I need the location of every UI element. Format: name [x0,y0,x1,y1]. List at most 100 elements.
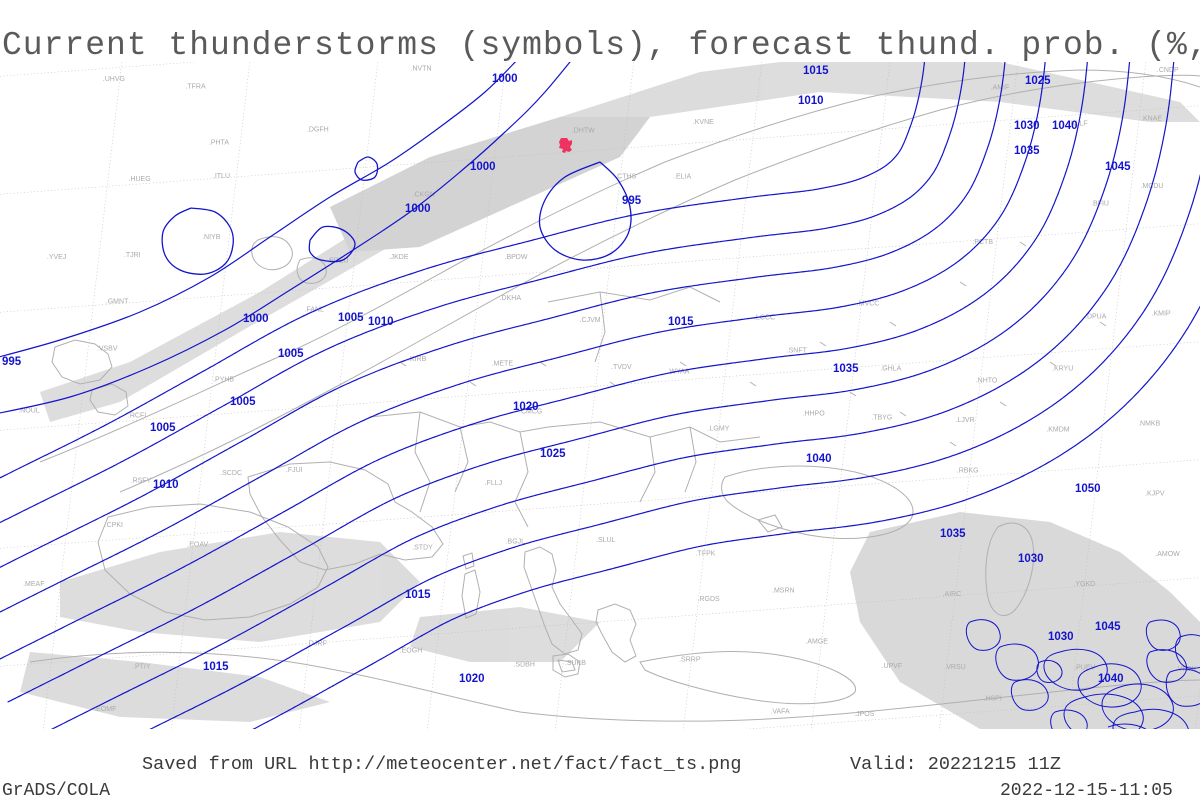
svg-text:.TVDV: .TVDV [611,364,632,371]
svg-text:.HSPI: .HSPI [984,695,1002,702]
svg-text:.SLUL: .SLUL [596,537,616,544]
svg-text:.KJPV: .KJPV [1145,490,1165,497]
svg-text:1000: 1000 [470,161,496,173]
svg-text:.GMNT: .GMNT [106,299,129,306]
svg-text:.PHTA: .PHTA [209,140,229,147]
svg-text:.KRYU: .KRYU [1052,366,1073,373]
svg-text:.PCTB: .PCTB [972,239,993,246]
svg-text:.KVNE: .KVNE [693,119,714,126]
svg-text:.METE: .METE [492,361,514,368]
svg-text:.NHTO: .NHTO [976,378,998,385]
svg-text:1045: 1045 [1105,161,1131,173]
svg-text:.AMIF: .AMIF [991,84,1010,91]
svg-text:.RSFY: .RSFY [131,478,152,485]
svg-text:1030: 1030 [1014,120,1040,132]
svg-text:.KIRB: .KIRB [408,356,427,363]
svg-text:.SRRP: .SRRP [679,657,701,664]
svg-text:1010: 1010 [153,479,179,491]
svg-text:.CJVM: .CJVM [580,317,601,324]
svg-text:.ITLU: .ITLU [213,173,230,180]
svg-text:1020: 1020 [513,401,539,413]
svg-text:.VRSU: .VRSU [944,664,965,671]
svg-text:1020: 1020 [459,673,485,685]
svg-text:.TBYG: .TBYG [871,414,892,421]
svg-text:.LGMY: .LGMY [708,426,730,433]
svg-text:.KNAE: .KNAE [1141,116,1162,123]
svg-text:.YGKD: .YGKD [1073,581,1095,588]
svg-text:995: 995 [2,356,22,368]
svg-text:.AIRC: .AIRC [943,591,962,598]
svg-text:1005: 1005 [278,348,304,360]
svg-text:1015: 1015 [668,316,694,328]
svg-text:.PYHB: .PYHB [213,377,234,384]
svg-text:1030: 1030 [1048,631,1074,643]
svg-text:.RCFI: .RCFI [128,413,146,420]
svg-text:1040: 1040 [1098,673,1124,685]
svg-text:.ELIA: .ELIA [674,173,691,180]
svg-text:.SNFT: .SNFT [787,348,808,355]
svg-text:.TJRI: .TJRI [124,252,141,259]
svg-text:1005: 1005 [338,312,364,324]
svg-text:.SUKB: .SUKB [565,660,586,667]
svg-text:.CPKI: .CPKI [105,522,123,529]
svg-text:1000: 1000 [492,73,518,85]
svg-text:1010: 1010 [368,316,394,328]
svg-text:1000: 1000 [405,203,431,215]
svg-text:.TFRA: .TFRA [185,84,206,91]
svg-text:.DHTW: .DHTW [572,127,595,134]
svg-text:1025: 1025 [540,448,566,460]
svg-text:1010: 1010 [798,95,824,107]
svg-text:1005: 1005 [230,396,256,408]
svg-text:.AMOW: .AMOW [1155,551,1180,558]
svg-text:.SCDC: .SCDC [220,470,242,477]
svg-text:1045: 1045 [1095,621,1121,633]
svg-text:1050: 1050 [1075,483,1101,495]
svg-text:1025: 1025 [1025,75,1051,87]
svg-text:.DKHA: .DKHA [500,295,522,302]
svg-text:1030: 1030 [1018,553,1044,565]
svg-text:.TFPK: .TFPK [696,551,716,558]
svg-text:.DPUA: .DPUA [1085,314,1107,321]
svg-text:.HUEG: .HUEG [129,176,151,183]
svg-text:.AMGE: .AMGE [805,638,828,645]
svg-text:.STDY: .STDY [412,545,433,552]
svg-text:1005: 1005 [150,422,176,434]
svg-text:.EOAV: .EOAV [187,542,208,549]
svg-text:.NIYB: .NIYB [202,234,221,241]
svg-text:.UHVG: .UHVG [103,76,125,83]
svg-text:.MSRN: .MSRN [772,588,795,595]
svg-text:.RGDS: .RGDS [698,596,721,603]
svg-text:.DGFH: .DGFH [307,127,329,134]
svg-text:.SDBH: .SDBH [514,662,535,669]
svg-text:.LJVR: .LJVR [956,417,975,424]
svg-text:1040: 1040 [806,453,832,465]
svg-text:.GHLA: .GHLA [880,365,901,372]
svg-text:.KMDM: .KMDM [1046,427,1070,434]
svg-text:995: 995 [622,195,642,207]
svg-text:.BPDW: .BPDW [505,254,528,261]
svg-text:1040: 1040 [1052,120,1078,132]
svg-text:.RBKG: .RBKG [957,468,979,475]
svg-text:.VAFA: .VAFA [770,708,790,715]
svg-text:1000: 1000 [243,313,269,325]
svg-text:1035: 1035 [940,528,966,540]
svg-text:.HHPO: .HHPO [803,410,826,417]
svg-text:1015: 1015 [803,65,829,77]
svg-text:.JKDE: .JKDE [389,254,409,261]
svg-text:.CNDP: .CNDP [1157,67,1179,74]
svg-text:.FLLJ: .FLLJ [485,480,503,487]
svg-text:.YVEJ: .YVEJ [47,254,66,261]
svg-text:.JPOS: .JPOS [854,711,875,718]
svg-text:.UPVF: .UPVF [882,663,903,670]
svg-text:.NVTN: .NVTN [411,66,432,73]
svg-text:1015: 1015 [203,661,229,673]
svg-text:.EOGH: .EOGH [400,648,423,655]
svg-text:.VSBV: .VSBV [97,346,118,353]
svg-text:.NMKB: .NMKB [1138,421,1161,428]
svg-text:1035: 1035 [833,363,859,375]
svg-text:.PTIY: .PTIY [133,663,151,670]
svg-text:.FJUI: .FJUI [286,467,303,474]
svg-text:1035: 1035 [1014,145,1040,157]
svg-text:.MEAF: .MEAF [23,581,44,588]
svg-text:1015: 1015 [405,589,431,601]
